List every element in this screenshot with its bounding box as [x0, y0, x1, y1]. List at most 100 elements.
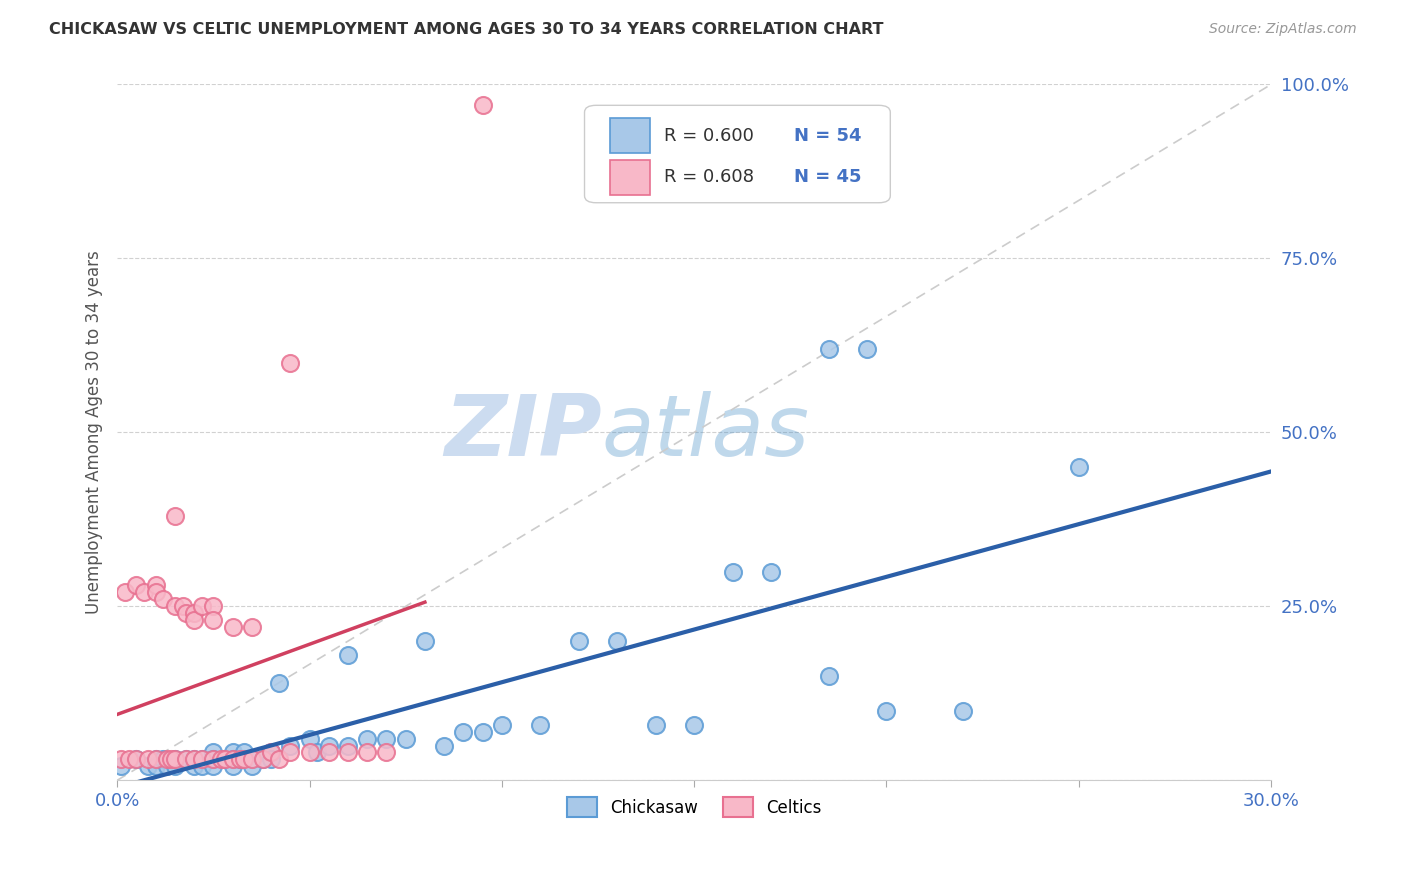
Point	[110, 759, 132, 773]
Point	[214, 752, 236, 766]
Point	[152, 592, 174, 607]
Point	[132, 585, 155, 599]
Text: Source: ZipAtlas.com: Source: ZipAtlas.com	[1209, 22, 1357, 37]
Point	[172, 599, 194, 614]
Point	[267, 752, 290, 766]
Point	[1067, 460, 1090, 475]
Point	[202, 746, 225, 760]
Point	[221, 752, 243, 766]
Point	[606, 634, 628, 648]
Point	[221, 746, 243, 760]
Point	[125, 578, 148, 592]
Point	[163, 752, 186, 766]
Point	[183, 752, 205, 766]
Point	[176, 752, 198, 766]
Text: N = 45: N = 45	[794, 169, 862, 186]
Point	[163, 599, 186, 614]
Point	[529, 717, 551, 731]
Point	[152, 752, 174, 766]
Point	[298, 731, 321, 746]
Text: atlas: atlas	[602, 391, 810, 474]
Text: CHICKASAW VS CELTIC UNEMPLOYMENT AMONG AGES 30 TO 34 YEARS CORRELATION CHART: CHICKASAW VS CELTIC UNEMPLOYMENT AMONG A…	[49, 22, 884, 37]
Point	[759, 565, 782, 579]
Point	[145, 759, 167, 773]
Point	[145, 752, 167, 766]
Point	[471, 98, 494, 112]
Point	[156, 759, 179, 773]
FancyBboxPatch shape	[610, 119, 651, 153]
Point	[952, 704, 974, 718]
Point	[356, 746, 378, 760]
Point	[240, 620, 263, 634]
Point	[644, 717, 666, 731]
Point	[183, 613, 205, 627]
Point	[260, 752, 283, 766]
Point	[163, 508, 186, 523]
Y-axis label: Unemployment Among Ages 30 to 34 years: Unemployment Among Ages 30 to 34 years	[86, 251, 103, 615]
Point	[191, 599, 214, 614]
Point	[214, 752, 236, 766]
Point	[229, 752, 252, 766]
Point	[191, 752, 214, 766]
Point	[229, 752, 252, 766]
FancyBboxPatch shape	[585, 105, 890, 202]
Point	[491, 717, 513, 731]
Point	[114, 585, 136, 599]
Legend: Chickasaw, Celtics: Chickasaw, Celtics	[560, 790, 828, 824]
Point	[278, 356, 301, 370]
Point	[240, 752, 263, 766]
Point	[267, 676, 290, 690]
Point	[202, 759, 225, 773]
Point	[856, 342, 879, 356]
Point	[336, 746, 359, 760]
Point	[202, 613, 225, 627]
Point	[278, 739, 301, 753]
Point	[160, 752, 183, 766]
Point	[163, 752, 186, 766]
Point	[817, 669, 839, 683]
Text: ZIP: ZIP	[444, 391, 602, 474]
Point	[145, 578, 167, 592]
Point	[233, 746, 256, 760]
Point	[125, 752, 148, 766]
Point	[221, 620, 243, 634]
Point	[209, 752, 232, 766]
Point	[307, 746, 329, 760]
FancyBboxPatch shape	[610, 160, 651, 194]
Point	[202, 752, 225, 766]
Point	[176, 607, 198, 621]
Point	[202, 752, 225, 766]
Point	[318, 739, 340, 753]
Text: R = 0.608: R = 0.608	[664, 169, 754, 186]
Point	[183, 607, 205, 621]
Point	[336, 739, 359, 753]
Point	[202, 599, 225, 614]
Point	[221, 759, 243, 773]
Point	[163, 759, 186, 773]
Point	[413, 634, 436, 648]
Point	[375, 746, 398, 760]
Point	[395, 731, 418, 746]
Point	[240, 752, 263, 766]
Point	[721, 565, 744, 579]
Point	[110, 752, 132, 766]
Point	[336, 648, 359, 662]
Point	[683, 717, 706, 731]
Point	[191, 752, 214, 766]
Point	[183, 752, 205, 766]
Point	[433, 739, 456, 753]
Point	[221, 752, 243, 766]
Point	[136, 759, 159, 773]
Point	[875, 704, 897, 718]
Text: R = 0.600: R = 0.600	[664, 127, 754, 145]
Point	[183, 759, 205, 773]
Point	[318, 746, 340, 760]
Point	[375, 731, 398, 746]
Point	[136, 752, 159, 766]
Point	[252, 752, 274, 766]
Point	[260, 746, 283, 760]
Point	[176, 752, 198, 766]
Point	[252, 752, 274, 766]
Point	[453, 724, 475, 739]
Point	[118, 752, 141, 766]
